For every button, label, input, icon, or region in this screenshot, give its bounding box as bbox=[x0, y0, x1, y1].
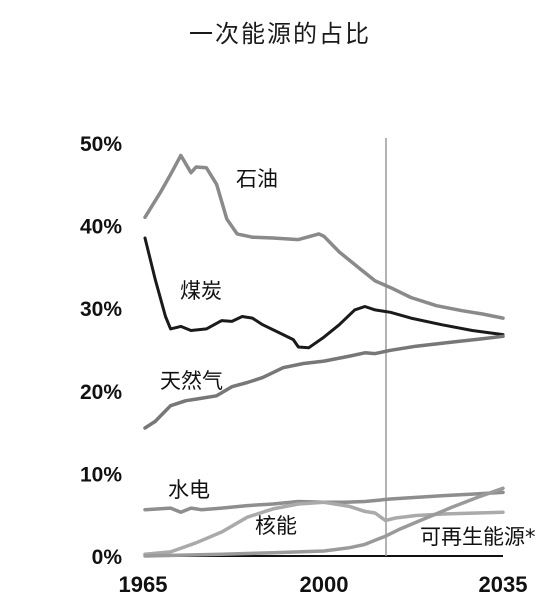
series-line-4 bbox=[143, 490, 505, 514]
y-tick-label: 40% bbox=[80, 216, 122, 239]
label-renewables: 可再生能源* bbox=[420, 525, 536, 549]
y-tick-label: 20% bbox=[80, 381, 122, 404]
x-tick-label: 1965 bbox=[119, 572, 168, 596]
series-line-1 bbox=[143, 153, 505, 320]
label-coal: 煤炭 bbox=[180, 279, 222, 303]
label-gas: 天然气 bbox=[160, 369, 223, 393]
series-line-2 bbox=[143, 236, 505, 350]
x-axis-ticks: 1965 2000 2035 bbox=[119, 572, 528, 596]
label-nuclear: 核能 bbox=[255, 514, 297, 538]
y-tick-label: 10% bbox=[80, 463, 122, 486]
y-axis-ticks: 0% 10% 20% 30% 40% 50% bbox=[80, 133, 122, 569]
x-tick-label: 2035 bbox=[479, 572, 528, 596]
series-line-5 bbox=[143, 500, 505, 557]
y-tick-label: 50% bbox=[80, 133, 122, 156]
y-tick-label: 30% bbox=[80, 298, 122, 321]
label-hydro: 水电 bbox=[168, 478, 210, 502]
chart-title: 一次能源的占比 bbox=[189, 20, 371, 48]
series-lines bbox=[143, 153, 505, 558]
series-line-6 bbox=[143, 486, 505, 558]
y-tick-label: 0% bbox=[92, 546, 123, 569]
label-oil: 石油 bbox=[236, 167, 278, 191]
x-tick-label: 2000 bbox=[300, 572, 349, 596]
series-line-3 bbox=[143, 334, 505, 430]
